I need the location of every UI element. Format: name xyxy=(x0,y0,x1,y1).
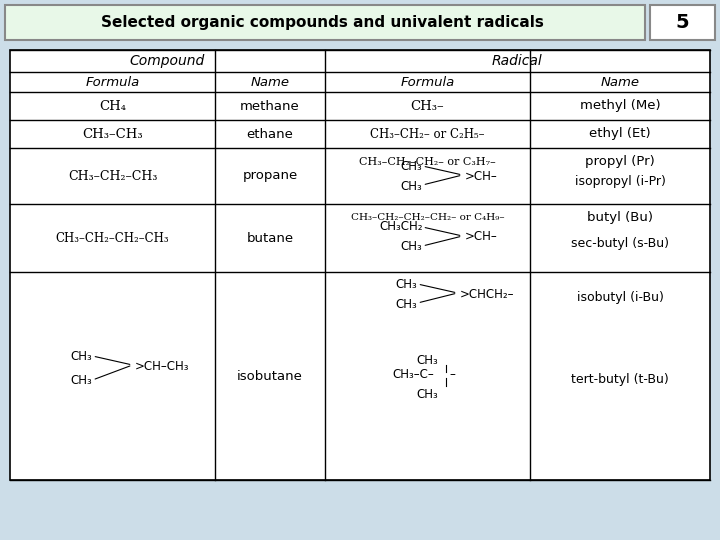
Text: CH₃: CH₃ xyxy=(396,278,418,291)
Text: CH₄: CH₄ xyxy=(99,99,126,112)
Text: CH₃: CH₃ xyxy=(401,240,423,253)
Text: Name: Name xyxy=(600,76,639,89)
Text: isobutyl (i-Bu): isobutyl (i-Bu) xyxy=(577,291,663,303)
Text: CH₃: CH₃ xyxy=(401,159,423,172)
Text: Compound: Compound xyxy=(130,54,205,68)
Bar xyxy=(5,5,645,40)
Text: CH₃–CH₂– or C₂H₅–: CH₃–CH₂– or C₂H₅– xyxy=(370,127,485,140)
Text: propyl (Pr): propyl (Pr) xyxy=(585,156,655,168)
Text: CH₃–CH₃: CH₃–CH₃ xyxy=(82,127,143,140)
Text: methyl (Me): methyl (Me) xyxy=(580,99,660,112)
Text: Selected organic compounds and univalent radicals: Selected organic compounds and univalent… xyxy=(101,16,544,30)
Text: –: – xyxy=(449,368,455,381)
Text: CH₃: CH₃ xyxy=(396,298,418,310)
Text: Radical: Radical xyxy=(492,54,543,68)
Text: CH₃: CH₃ xyxy=(417,354,438,367)
Text: ethyl (Et): ethyl (Et) xyxy=(589,127,651,140)
Text: propane: propane xyxy=(243,170,297,183)
Text: CH₃CH₂: CH₃CH₂ xyxy=(379,220,423,233)
Text: CH₃: CH₃ xyxy=(417,388,438,402)
Text: CH₃: CH₃ xyxy=(401,179,423,192)
Text: CH₃–CH₂–CH₂–CH₂– or C₄H₉–: CH₃–CH₂–CH₂–CH₂– or C₄H₉– xyxy=(351,213,504,222)
Text: isobutane: isobutane xyxy=(237,369,303,382)
Text: Formula: Formula xyxy=(400,76,454,89)
Text: CH₃–C–: CH₃–C– xyxy=(392,368,434,381)
Text: CH₃: CH₃ xyxy=(71,349,92,362)
Text: Formula: Formula xyxy=(86,76,140,89)
Text: butyl (Bu): butyl (Bu) xyxy=(587,212,653,225)
Text: methane: methane xyxy=(240,99,300,112)
Text: >CH–: >CH– xyxy=(464,170,498,183)
Text: CH₃: CH₃ xyxy=(71,375,92,388)
Text: >CHCH₂–: >CHCH₂– xyxy=(459,287,514,300)
Text: CH₃–CH₂–CH₂–CH₃: CH₃–CH₂–CH₂–CH₃ xyxy=(55,232,169,245)
Text: >CH–: >CH– xyxy=(464,231,498,244)
Text: butane: butane xyxy=(246,232,294,245)
Text: CH₃–CH₂–CH₃: CH₃–CH₂–CH₃ xyxy=(68,170,157,183)
Text: CH₃–CH₂–CH₂– or C₃H₇–: CH₃–CH₂–CH₂– or C₃H₇– xyxy=(359,157,496,167)
Text: tert-butyl (t-Bu): tert-butyl (t-Bu) xyxy=(571,374,669,387)
Bar xyxy=(10,50,710,480)
Text: CH₃–: CH₃– xyxy=(410,99,444,112)
Text: ethane: ethane xyxy=(246,127,294,140)
Text: isopropyl (i-Pr): isopropyl (i-Pr) xyxy=(575,174,665,187)
Bar xyxy=(650,5,715,40)
Text: 5: 5 xyxy=(675,14,689,32)
Text: Name: Name xyxy=(251,76,289,89)
Text: sec-butyl (s-Bu): sec-butyl (s-Bu) xyxy=(571,237,669,249)
Text: >CH–CH₃: >CH–CH₃ xyxy=(135,360,189,373)
